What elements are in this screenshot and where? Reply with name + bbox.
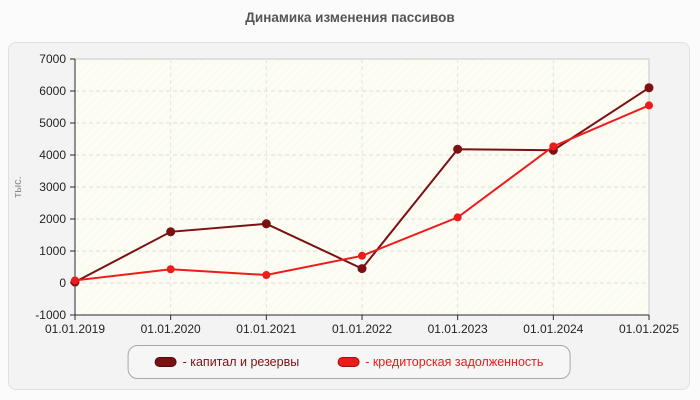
x-tick-label: 01.01.2024 — [523, 322, 583, 336]
series-0-point — [644, 83, 654, 93]
y-tick-label: 6000 — [39, 84, 66, 98]
legend-item-0: - капитал и резервы — [154, 355, 300, 369]
y-tick-label: 7000 — [39, 52, 66, 66]
series-0-point — [166, 227, 176, 237]
y-tick-label: 2000 — [39, 212, 66, 226]
chart-legend: - капитал и резервы - кредиторская задолж… — [127, 345, 571, 379]
legend-swatch-icon — [337, 357, 360, 367]
series-1-point — [262, 271, 271, 279]
legend-label: - кредиторская задолженность — [365, 355, 544, 369]
series-1-point — [453, 213, 462, 222]
x-tick-label: 01.01.2025 — [619, 322, 679, 336]
series-1-point — [358, 251, 366, 260]
legend-item-1: - кредиторская задолженность — [337, 355, 543, 369]
page-title: Динамика изменения пассивов — [245, 10, 455, 25]
y-axis-title: тыс. — [12, 176, 24, 198]
chart-card: -1000 0 1000 2000 3000 4000 5000 6000 7000 01.01.… — [8, 42, 690, 390]
series-1-point — [166, 265, 175, 274]
legend-label: - капитал и резервы — [182, 355, 300, 369]
y-tick-label: -1000 — [35, 308, 66, 322]
x-tick-label: 01.01.2023 — [428, 322, 488, 336]
legend-swatch-icon — [154, 357, 177, 367]
series-0-point — [357, 264, 367, 274]
series-1-point — [71, 276, 79, 285]
series-1-point — [549, 142, 558, 151]
x-tick-label: 01.01.2019 — [45, 322, 105, 336]
x-tick-label: 01.01.2022 — [332, 322, 392, 336]
x-tick-label: 01.01.2020 — [141, 322, 201, 336]
y-tick-label: 4000 — [39, 148, 66, 162]
series-0-point — [261, 219, 271, 229]
liabilities-line-chart: -1000 0 1000 2000 3000 4000 5000 6000 7000 01.01.… — [12, 52, 679, 336]
x-tick-label: 01.01.2021 — [236, 322, 296, 336]
y-tick-label: 0 — [59, 276, 66, 290]
y-tick-label: 3000 — [39, 180, 66, 194]
y-tick-label: 5000 — [39, 116, 66, 130]
y-tick-label: 1000 — [39, 244, 66, 258]
series-1-point — [645, 101, 653, 110]
series-0-point — [453, 144, 463, 154]
